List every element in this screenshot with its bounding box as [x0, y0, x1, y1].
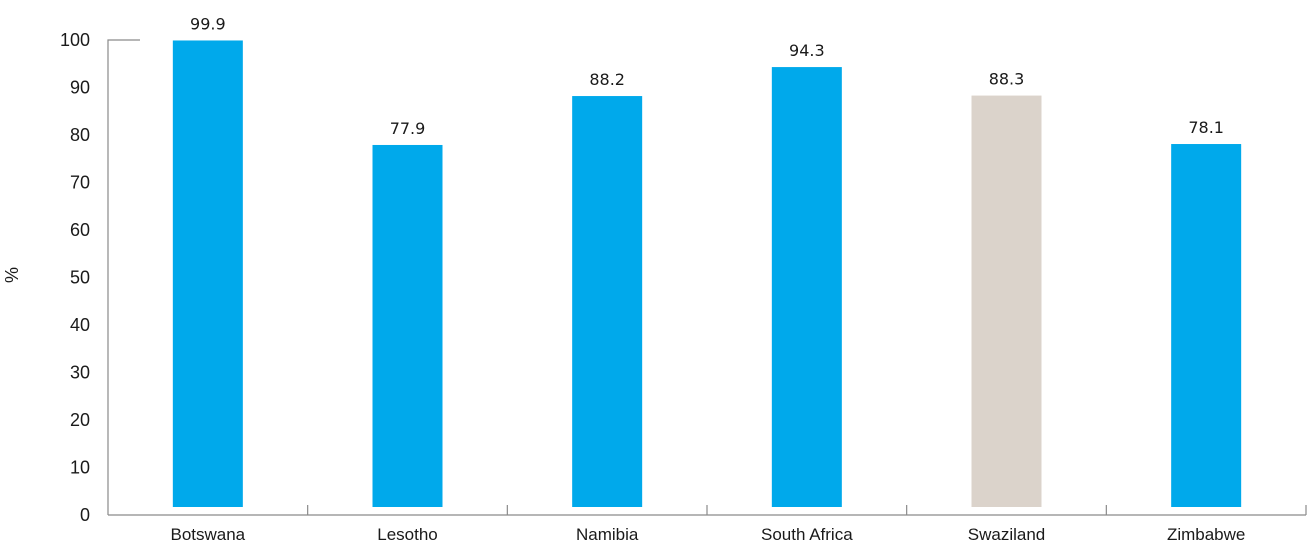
- y-tick-label: 20: [70, 410, 90, 430]
- data-label: 88.2: [589, 70, 625, 89]
- bar: [771, 67, 842, 507]
- data-label: 99.9: [190, 14, 226, 33]
- y-tick-label: 50: [70, 268, 90, 288]
- bars-group: [172, 40, 1242, 508]
- y-tick-label: 30: [70, 363, 90, 383]
- data-label: 78.1: [1188, 118, 1224, 137]
- y-axis: 0 10 20 30 40 50 60 70 80 90 100: [60, 30, 140, 525]
- y-tick-label: 0: [80, 505, 90, 525]
- bar: [372, 144, 443, 507]
- x-tick-label: Botswana: [170, 525, 245, 544]
- y-tick-label: 100: [60, 30, 90, 50]
- x-tick-label: South Africa: [761, 525, 853, 544]
- x-axis: [108, 505, 1307, 516]
- y-tick-label: 40: [70, 315, 90, 335]
- value-labels-group: 99.9 77.9 88.2 94.3 88.3 78.1: [190, 14, 1224, 138]
- x-tick-label: Zimbabwe: [1167, 525, 1245, 544]
- data-label: 94.3: [789, 41, 825, 60]
- x-tick-label: Swaziland: [968, 525, 1046, 544]
- x-tick-label: Lesotho: [377, 525, 438, 544]
- y-axis-line: [107, 39, 140, 515]
- category-labels-group: Botswana Lesotho Namibia South Africa Swazil…: [170, 525, 1245, 544]
- y-tick-label: 90: [70, 78, 90, 98]
- bar: [172, 40, 243, 507]
- data-label: 88.3: [989, 70, 1025, 89]
- y-tick-label: 60: [70, 220, 90, 240]
- y-tick-label: 70: [70, 173, 90, 193]
- data-label: 77.9: [390, 119, 426, 138]
- y-tick-label: 10: [70, 458, 90, 478]
- y-tick-label: 80: [70, 125, 90, 145]
- y-axis-title: %: [2, 267, 22, 283]
- bar: [971, 95, 1042, 507]
- x-tick-label: Namibia: [576, 525, 639, 544]
- bar: [572, 96, 643, 508]
- bar: [1171, 144, 1242, 507]
